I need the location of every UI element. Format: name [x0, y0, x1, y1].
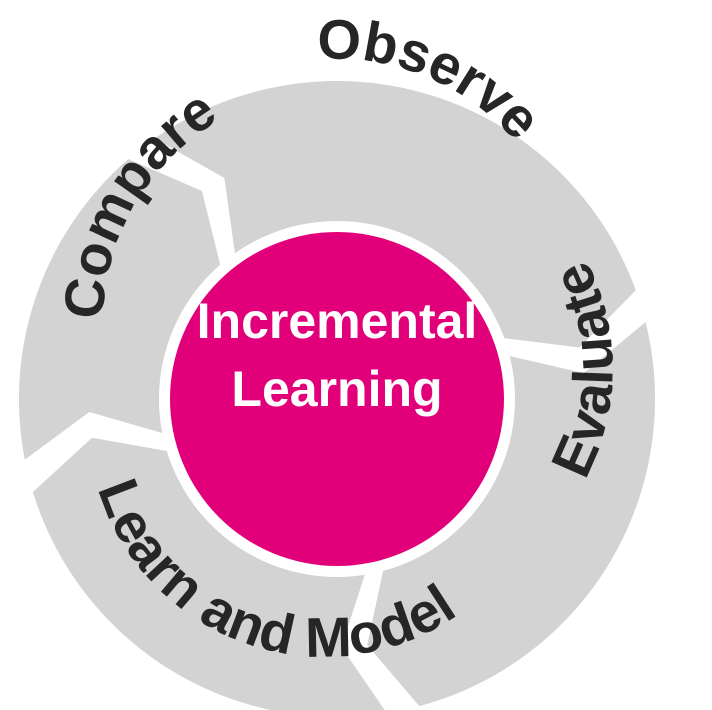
segment-observe [154, 81, 636, 348]
center-circle [170, 232, 504, 566]
center-label-line-1: Incremental [197, 293, 478, 349]
segment-learn-and-model [32, 437, 385, 710]
center-label: Incremental Learning [197, 293, 478, 417]
ring-segments-generated [19, 81, 655, 710]
segment-compare [19, 159, 221, 460]
segment-evaluate [367, 322, 655, 707]
center-label-line-2: Learning [231, 361, 442, 417]
